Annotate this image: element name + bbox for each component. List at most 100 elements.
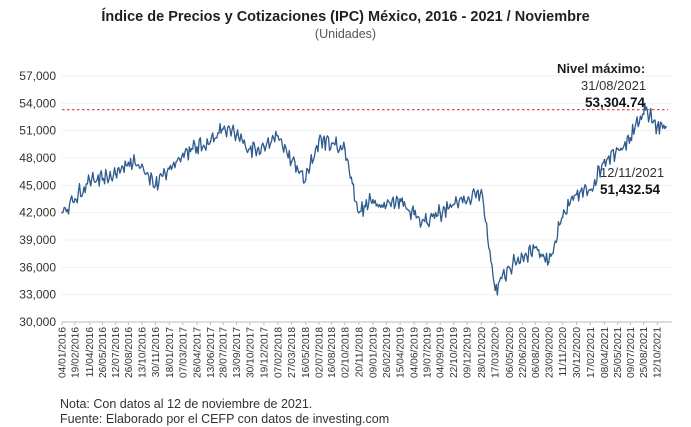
data-point xyxy=(589,188,592,191)
data-point xyxy=(575,193,578,196)
x-tick-label: 04/09/2019 xyxy=(436,327,447,378)
x-tick-label: 12/07/2016 xyxy=(111,327,122,378)
x-tick-label: 26/08/2016 xyxy=(124,327,135,378)
series-layer xyxy=(61,102,667,296)
x-tick-label: 26/02/2019 xyxy=(382,327,393,378)
data-point xyxy=(644,108,647,111)
data-point xyxy=(399,198,401,200)
source-line: Fuente: Elaborado por el CEFP con datos … xyxy=(60,412,390,426)
x-tick-label: 17/03/2020 xyxy=(491,327,502,378)
x-tick-label: 16/08/2018 xyxy=(327,327,338,378)
data-point xyxy=(494,289,497,292)
data-point xyxy=(452,203,455,206)
data-point xyxy=(114,173,117,176)
x-tick-label: 25/05/2021 xyxy=(613,327,624,378)
data-point xyxy=(413,213,416,216)
x-tick-label: 19/12/2017 xyxy=(259,327,270,378)
data-point xyxy=(534,246,537,249)
x-tick-label: 09/07/2021 xyxy=(626,327,637,378)
x-tick-label: 27/03/2018 xyxy=(287,327,298,378)
x-tick-label: 13/09/2017 xyxy=(232,327,243,378)
data-point xyxy=(168,168,171,170)
data-point xyxy=(642,113,645,116)
gridlines xyxy=(62,75,672,323)
x-tick-label: 04/01/2016 xyxy=(58,327,69,378)
y-tick-label: 42,000 xyxy=(19,206,56,220)
data-point xyxy=(603,158,606,161)
max-value: 53,304.74 xyxy=(585,95,646,110)
x-tick-label: 06/08/2020 xyxy=(531,327,542,378)
data-point xyxy=(547,260,550,263)
x-tick-label: 08/04/2021 xyxy=(600,327,611,378)
data-point xyxy=(480,188,483,191)
y-tick-label: 39,000 xyxy=(19,233,56,247)
data-point xyxy=(629,137,632,139)
data-point xyxy=(222,127,225,130)
ipc-series-line xyxy=(61,102,667,296)
data-point xyxy=(656,125,659,128)
data-point xyxy=(425,221,428,224)
x-tick-label: 17/02/2021 xyxy=(586,327,597,378)
x-tick-label: 02/10/2018 xyxy=(340,327,351,378)
data-point xyxy=(248,147,251,150)
data-point xyxy=(521,255,524,258)
y-tick-label: 57,000 xyxy=(19,69,56,83)
y-tick-label: 33,000 xyxy=(19,288,56,302)
data-point xyxy=(439,211,441,214)
x-axis-ticks: 04/01/2016 19/02/2016 11/04/2016 26/05/2016… xyxy=(58,322,664,378)
data-point xyxy=(290,160,293,163)
x-tick-label: 09/01/2019 xyxy=(368,327,379,378)
x-tick-label: 13/06/2017 xyxy=(206,327,217,378)
x-tick-label: 09/12/2019 xyxy=(463,327,474,378)
y-axis-ticks: 30,000 33,000 36,000 39,000 42,000 45,000 48,0… xyxy=(19,69,56,329)
x-tick-label: 04/06/2019 xyxy=(410,327,421,378)
data-point xyxy=(344,147,346,150)
max-label: Nivel máximo: xyxy=(557,61,646,76)
data-point xyxy=(330,142,333,145)
chart-subtitle: (Unidades) xyxy=(314,27,377,41)
data-point xyxy=(318,138,320,141)
y-tick-label: 45,000 xyxy=(19,178,56,192)
data-point xyxy=(154,184,157,187)
chart-title: Índice de Precios y Cotizaciones (IPC) M… xyxy=(101,9,590,25)
data-point xyxy=(277,135,279,138)
chart-notes: Nota: Con datos al 12 de noviembre de 20… xyxy=(60,397,389,427)
x-tick-label: 28/01/2020 xyxy=(477,327,488,378)
data-point xyxy=(235,134,238,137)
x-tick-label: 13/10/2016 xyxy=(137,327,148,378)
data-point xyxy=(181,152,184,155)
data-point xyxy=(385,204,388,207)
max-date: 31/08/2021 xyxy=(581,78,647,93)
x-tick-label: 06/05/2020 xyxy=(505,327,516,378)
data-point xyxy=(141,163,143,166)
data-point xyxy=(127,161,130,164)
x-tick-label: 25/08/2021 xyxy=(639,327,650,378)
data-point xyxy=(508,266,511,269)
data-point xyxy=(196,146,198,148)
data-point xyxy=(616,147,619,150)
data-point xyxy=(466,199,469,202)
data-point xyxy=(263,145,265,148)
x-tick-label: 26/04/2017 xyxy=(192,327,203,378)
data-point xyxy=(371,199,374,201)
x-tick-label: 11/11/2020 xyxy=(558,327,569,377)
x-tick-label: 16/05/2018 xyxy=(301,327,312,378)
x-tick-label: 15/04/2019 xyxy=(396,327,407,378)
data-point xyxy=(209,140,212,143)
x-tick-label: 22/10/2019 xyxy=(449,327,460,378)
x-tick-label: 26/05/2016 xyxy=(98,327,109,378)
x-tick-label: 23/09/2020 xyxy=(544,327,555,378)
x-tick-label: 18/01/2017 xyxy=(165,327,176,378)
x-tick-label: 19/02/2016 xyxy=(70,327,81,378)
x-tick-label: 30/12/2020 xyxy=(572,327,583,378)
data-point xyxy=(357,211,360,214)
last-date: 12/11/2021 xyxy=(600,165,665,180)
data-point xyxy=(88,179,91,182)
x-tick-label: 20/11/2018 xyxy=(354,327,365,378)
data-point xyxy=(74,198,76,200)
x-tick-label: 30/10/2017 xyxy=(245,327,256,378)
x-tick-label: 11/04/2016 xyxy=(85,327,96,378)
y-tick-label: 30,000 xyxy=(19,315,56,329)
y-tick-label: 36,000 xyxy=(19,260,56,274)
